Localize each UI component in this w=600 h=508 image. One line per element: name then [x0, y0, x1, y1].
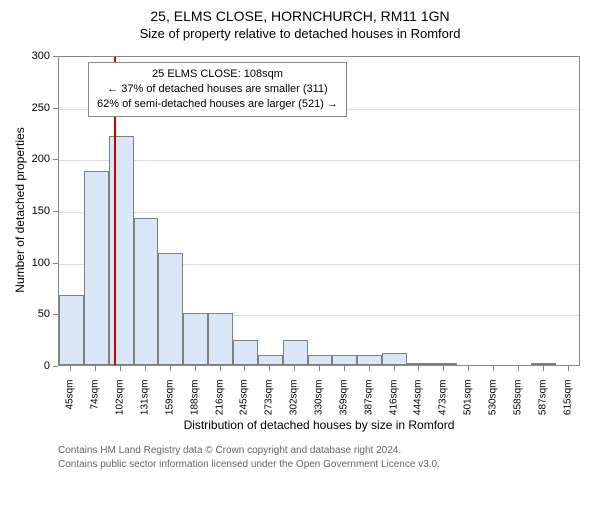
x-tick [518, 366, 519, 371]
x-tick-label: 387sqm [363, 380, 374, 416]
histogram-bar [382, 353, 407, 365]
x-tick-label: 615sqm [562, 380, 573, 416]
info-box-line3: 62% of semi-detached houses are larger (… [97, 97, 338, 112]
x-tick-label: 330sqm [314, 380, 325, 416]
y-tick [53, 366, 58, 367]
y-tick-label: 50 [26, 308, 50, 320]
info-box: 25 ELMS CLOSE: 108sqm ← 37% of detached … [88, 62, 347, 117]
y-tick [53, 159, 58, 160]
y-tick-label: 300 [26, 50, 50, 62]
x-tick [70, 366, 71, 371]
footer-attribution: Contains HM Land Registry data © Crown c… [58, 444, 440, 471]
x-tick [344, 366, 345, 371]
x-tick [443, 366, 444, 371]
histogram-bar [208, 313, 233, 365]
x-tick-label: 45sqm [65, 380, 76, 410]
histogram-bar [109, 136, 134, 365]
x-tick [220, 366, 221, 371]
y-tick [53, 263, 58, 264]
x-tick-label: 131sqm [140, 380, 151, 416]
x-tick-label: 416sqm [388, 380, 399, 416]
x-tick [418, 366, 419, 371]
x-tick [244, 366, 245, 371]
histogram-bar [332, 355, 357, 365]
histogram-bar [308, 355, 333, 365]
footer-line2: Contains public sector information licen… [58, 458, 440, 472]
x-axis-label: Distribution of detached houses by size … [58, 418, 580, 432]
x-tick [269, 366, 270, 371]
x-tick [170, 366, 171, 371]
x-tick-label: 273sqm [264, 380, 275, 416]
x-tick-label: 587sqm [537, 380, 548, 416]
histogram-bar [59, 295, 84, 365]
histogram-bar [407, 363, 432, 365]
x-tick-label: 473sqm [438, 380, 449, 416]
y-tick-label: 100 [26, 257, 50, 269]
y-tick-label: 0 [26, 360, 50, 372]
x-tick-label: 216sqm [214, 380, 225, 416]
x-tick-label: 102sqm [115, 380, 126, 416]
x-tick-label: 359sqm [338, 380, 349, 416]
x-tick-label: 188sqm [189, 380, 200, 416]
y-axis-label: Number of detached properties [13, 55, 27, 365]
y-tick [53, 56, 58, 57]
histogram-bar [531, 363, 556, 365]
x-tick [145, 366, 146, 371]
info-box-line1: 25 ELMS CLOSE: 108sqm [97, 67, 338, 82]
chart-title-sub: Size of property relative to detached ho… [0, 26, 600, 41]
x-tick [493, 366, 494, 371]
y-tick [53, 211, 58, 212]
x-tick [369, 366, 370, 371]
histogram-bar [134, 218, 159, 365]
gridline [59, 212, 579, 213]
x-tick [294, 366, 295, 371]
x-tick-label: 444sqm [413, 380, 424, 416]
x-tick [568, 366, 569, 371]
x-tick [95, 366, 96, 371]
x-tick [468, 366, 469, 371]
histogram-bar [432, 363, 457, 365]
y-tick [53, 314, 58, 315]
chart-title-main: 25, ELMS CLOSE, HORNCHURCH, RM11 1GN [0, 8, 600, 24]
footer-line1: Contains HM Land Registry data © Crown c… [58, 444, 440, 458]
histogram-bar [357, 355, 382, 365]
y-tick-label: 200 [26, 153, 50, 165]
x-tick-label: 530sqm [488, 380, 499, 416]
histogram-bar [283, 340, 308, 365]
x-tick-label: 159sqm [164, 380, 175, 416]
histogram-bar [183, 313, 208, 365]
x-tick [394, 366, 395, 371]
histogram-bar [258, 355, 283, 365]
gridline [59, 160, 579, 161]
x-tick-label: 302sqm [289, 380, 300, 416]
histogram-bar [84, 171, 109, 365]
y-tick [53, 108, 58, 109]
x-tick-label: 245sqm [239, 380, 250, 416]
histogram-bar [158, 253, 183, 365]
x-tick-label: 558sqm [512, 380, 523, 416]
info-box-line2: ← 37% of detached houses are smaller (31… [97, 82, 338, 97]
x-tick [120, 366, 121, 371]
x-tick [319, 366, 320, 371]
x-tick-label: 501sqm [463, 380, 474, 416]
y-tick-label: 250 [26, 102, 50, 114]
x-tick [543, 366, 544, 371]
histogram-bar [233, 340, 258, 365]
y-tick-label: 150 [26, 205, 50, 217]
x-tick [195, 366, 196, 371]
x-tick-label: 74sqm [90, 380, 101, 410]
